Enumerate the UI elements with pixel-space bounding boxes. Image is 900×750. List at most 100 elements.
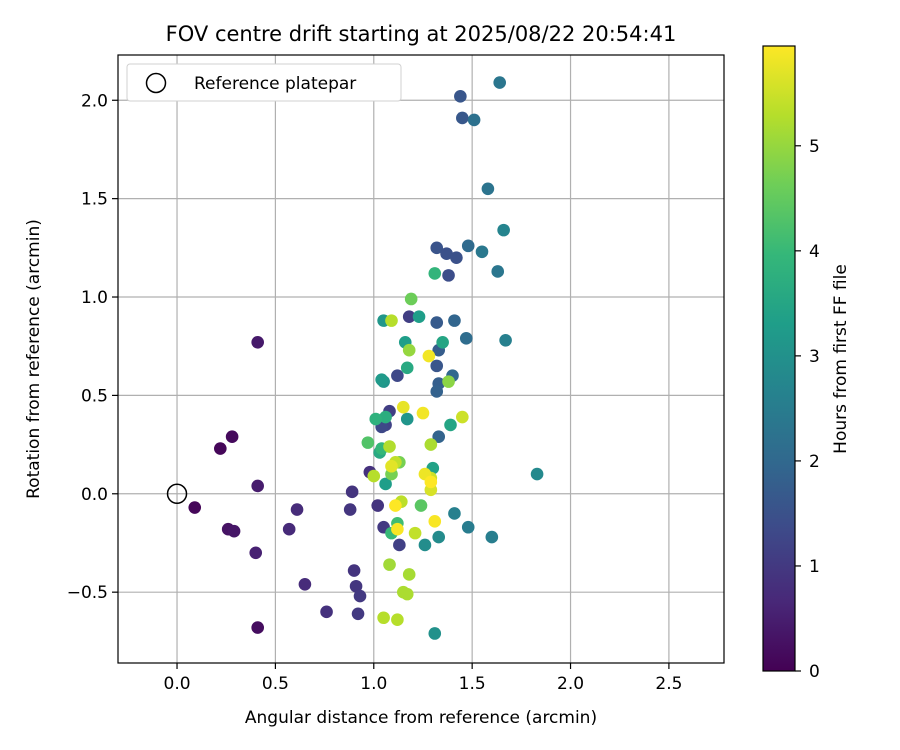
data-point (402, 568, 416, 581)
reference-marker (166, 483, 188, 505)
data-point (367, 469, 381, 483)
data-point (430, 385, 444, 398)
data-point (351, 607, 365, 621)
data-point (461, 520, 475, 534)
data-point (227, 524, 241, 538)
x-tick-label: 1.0 (360, 674, 387, 694)
data-point (385, 314, 398, 327)
x-axis-ticks: 0.0 0.5 1.0 1.5 2.0 2.5 (164, 663, 682, 694)
y-tick-label: −0.5 (67, 583, 108, 603)
data-point (450, 251, 463, 264)
data-point (442, 269, 455, 282)
data-point (353, 589, 367, 603)
data-point (432, 430, 446, 444)
data-point (442, 375, 455, 388)
data-point (369, 412, 383, 426)
data-point (385, 459, 398, 473)
colorbar-tick-label: 5 (809, 137, 820, 157)
data-point (475, 245, 489, 259)
data-point (188, 501, 202, 514)
data-point (282, 522, 296, 536)
data-point (428, 515, 442, 528)
legend: Reference platepar (126, 63, 402, 102)
x-tick-label: 2.5 (655, 674, 682, 694)
colorbar: 0 1 2 3 4 5 Hours from first FF file (762, 45, 851, 682)
data-point (412, 310, 426, 323)
data-point (448, 314, 461, 327)
data-point (347, 564, 361, 577)
data-point (400, 361, 414, 375)
data-point (290, 503, 304, 516)
grid-lines (118, 55, 724, 663)
data-point (225, 430, 239, 444)
colorbar-tick-label: 2 (809, 452, 820, 472)
x-tick-label: 0.5 (262, 674, 289, 694)
data-point (298, 577, 312, 591)
y-tick-label: 2.0 (81, 91, 108, 111)
data-point (430, 359, 444, 373)
colorbar-tick-label: 0 (809, 662, 820, 682)
data-point (251, 335, 264, 349)
data-point (345, 485, 359, 499)
colorbar-tick-label: 4 (809, 242, 820, 262)
data-point (456, 111, 469, 125)
data-point (416, 406, 430, 420)
colorbar-gradient (762, 45, 796, 672)
data-point (456, 410, 469, 424)
data-point (467, 113, 481, 127)
x-tick-label: 0.0 (164, 674, 191, 694)
data-point (251, 621, 264, 634)
y-axis-label: Rotation from reference (arcmin) (24, 219, 44, 499)
data-point (400, 587, 414, 601)
data-point (393, 538, 406, 552)
y-axis-ticks: −0.5 0.0 0.5 1.0 1.5 2.0 (67, 91, 118, 603)
data-point (485, 530, 499, 544)
data-point (402, 343, 416, 357)
legend-entry-reference: Reference platepar (194, 74, 356, 94)
data-point (251, 479, 264, 493)
data-point (418, 538, 432, 552)
data-point (408, 526, 422, 540)
y-tick-label: 0.0 (81, 485, 108, 505)
chart-title: FOV centre drift starting at 2025/08/22 … (166, 22, 677, 46)
data-point (454, 90, 467, 103)
data-point (414, 499, 428, 512)
x-axis-label: Angular distance from reference (arcmin) (245, 708, 597, 728)
data-points (188, 76, 544, 640)
data-point (424, 438, 438, 451)
plot-frame (117, 54, 725, 664)
data-point (343, 503, 357, 516)
data-point (377, 611, 390, 625)
data-point (349, 579, 363, 593)
data-point (481, 182, 495, 196)
data-point (430, 241, 444, 255)
data-point (440, 247, 453, 261)
data-point (361, 436, 375, 449)
data-point (428, 627, 442, 640)
data-point (497, 223, 510, 237)
y-tick-label: 0.5 (81, 386, 108, 406)
data-point (493, 76, 507, 89)
data-point (320, 605, 333, 619)
data-point (402, 310, 416, 323)
data-point (448, 507, 461, 520)
y-tick-label: 1.0 (81, 288, 108, 308)
colorbar-tick-label: 1 (809, 557, 820, 577)
data-point (375, 373, 388, 386)
x-tick-label: 2.0 (557, 674, 584, 694)
data-point (461, 239, 475, 253)
data-point (391, 522, 404, 536)
data-point (249, 546, 263, 560)
data-point (404, 292, 418, 306)
data-point (383, 558, 396, 571)
data-point (371, 499, 385, 512)
data-point (379, 477, 392, 491)
data-point (379, 410, 392, 424)
data-point (432, 530, 446, 544)
colorbar-tick-label: 3 (809, 347, 820, 367)
legend-box (126, 63, 402, 102)
data-point (422, 349, 436, 363)
data-point (444, 418, 457, 432)
data-point (430, 316, 444, 329)
